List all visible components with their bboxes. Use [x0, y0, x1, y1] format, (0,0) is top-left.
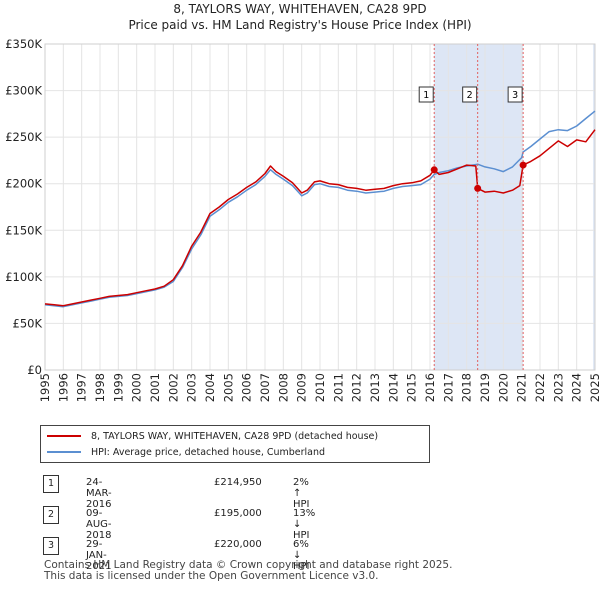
x-tick-label: 1996: [56, 373, 70, 402]
transaction-hpi-diff: 6% ↓ HPI: [293, 539, 310, 572]
sale-label-box: [507, 86, 523, 103]
x-tick-label: 2025: [588, 373, 600, 402]
chart-subtitle: Price paid vs. HM Land Registry's House …: [128, 18, 472, 32]
x-tick-label: 2018: [460, 373, 474, 402]
x-tick-label: 2013: [368, 373, 382, 402]
transaction-price: £195,000: [214, 508, 262, 519]
x-tick-label: 2020: [496, 373, 510, 402]
legend-item-property: 8, TAYLORS WAY, WHITEHAVEN, CA28 9PD (de…: [47, 429, 378, 443]
transaction-number-badge: 2: [43, 506, 59, 524]
plot-frame: [44, 43, 596, 371]
x-tick-label: 2016: [423, 373, 437, 402]
price-chart: 1 2 3 £0 £50K £100K £150K £200K £250K £300K £350K…: [5, 37, 600, 402]
chart-title: 8, TAYLORS WAY, WHITEHAVEN, CA28 9PD: [173, 2, 427, 16]
transaction-date: 24-MAR-2016: [86, 477, 112, 510]
x-tick-label: 2007: [258, 373, 272, 402]
x-tick-label: 2002: [166, 373, 180, 402]
x-tick-label: 2024: [570, 373, 584, 402]
x-tick-label: 2008: [276, 373, 290, 402]
x-tick-label: 2012: [350, 373, 364, 402]
x-tick-label: 2019: [478, 373, 492, 402]
sale-point: [430, 166, 438, 174]
sale-label-text: 1: [423, 90, 429, 101]
x-tick-label: 2023: [551, 373, 565, 402]
legend-label-property: 8, TAYLORS WAY, WHITEHAVEN, CA28 9PD (de…: [91, 430, 379, 442]
y-tick-label: £300K: [5, 84, 42, 98]
shaded-forecast-region: [593, 44, 595, 370]
legend-swatch-property: [47, 435, 81, 437]
sale-label-text: 3: [512, 90, 518, 101]
chart-legend: 8, TAYLORS WAY, WHITEHAVEN, CA28 9PD (de…: [40, 425, 430, 463]
y-tick-label: £0: [27, 363, 42, 377]
x-tick-label: 2003: [185, 373, 199, 402]
x-tick-label: 2021: [515, 373, 529, 402]
hpi-line: [44, 110, 596, 308]
transaction-number-badge: 3: [43, 537, 59, 555]
x-tick-label: 2006: [240, 373, 254, 402]
x-tick-label: 2015: [405, 373, 419, 402]
footer-line-2: This data is licensed under the Open Gov…: [44, 570, 379, 582]
sale-label-box: [418, 86, 434, 103]
x-tick-label: 1995: [38, 373, 52, 402]
transaction-date: 09-AUG-2018: [86, 508, 112, 541]
property-price-line: [44, 129, 596, 307]
transaction-price: £220,000: [214, 539, 262, 550]
sale-point: [519, 161, 527, 169]
footer-line-1: Contains HM Land Registry data © Crown c…: [44, 559, 453, 571]
y-tick-label: £150K: [5, 223, 42, 237]
transaction-hpi-diff: 13% ↓ HPI: [293, 508, 316, 541]
x-tick-label: 2017: [441, 373, 455, 402]
transaction-date: 29-JAN-2021: [86, 539, 112, 572]
sale-label-text: 2: [467, 90, 473, 101]
transaction-number-badge: 1: [43, 475, 59, 493]
transaction-hpi-diff: 2% ↑ HPI: [293, 477, 310, 510]
x-tick-label: 2009: [295, 373, 309, 402]
footer-attribution: Contains HM Land Registry data © Crown c…: [44, 560, 452, 582]
x-tick-label: 2022: [533, 373, 547, 402]
x-tick-label: 2011: [331, 373, 345, 402]
y-tick-label: £250K: [5, 130, 42, 144]
x-tick-label: 1998: [93, 373, 107, 402]
x-tick-label: 2010: [313, 373, 327, 402]
x-tick-label: 2000: [130, 373, 144, 402]
y-tick-label: £100K: [5, 270, 42, 284]
x-tick-label: 2004: [203, 373, 217, 402]
y-tick-label: £200K: [5, 177, 42, 191]
transaction-price: £214,950: [214, 477, 262, 488]
legend-label-hpi: HPI: Average price, detached house, Cumb…: [91, 446, 326, 458]
x-tick-label: 1997: [75, 373, 89, 402]
legend-item-hpi: HPI: Average price, detached house, Cumb…: [47, 445, 325, 459]
legend-swatch-hpi: [47, 451, 81, 453]
x-tick-label: 1999: [111, 373, 125, 402]
y-tick-label: £350K: [5, 37, 42, 51]
x-tick-label: 2005: [221, 373, 235, 402]
x-tick-label: 2001: [148, 373, 162, 402]
sale-label-box: [462, 86, 478, 103]
sale-point: [474, 184, 482, 192]
y-tick-label: £50K: [13, 316, 43, 330]
x-tick-label: 2014: [386, 373, 400, 402]
